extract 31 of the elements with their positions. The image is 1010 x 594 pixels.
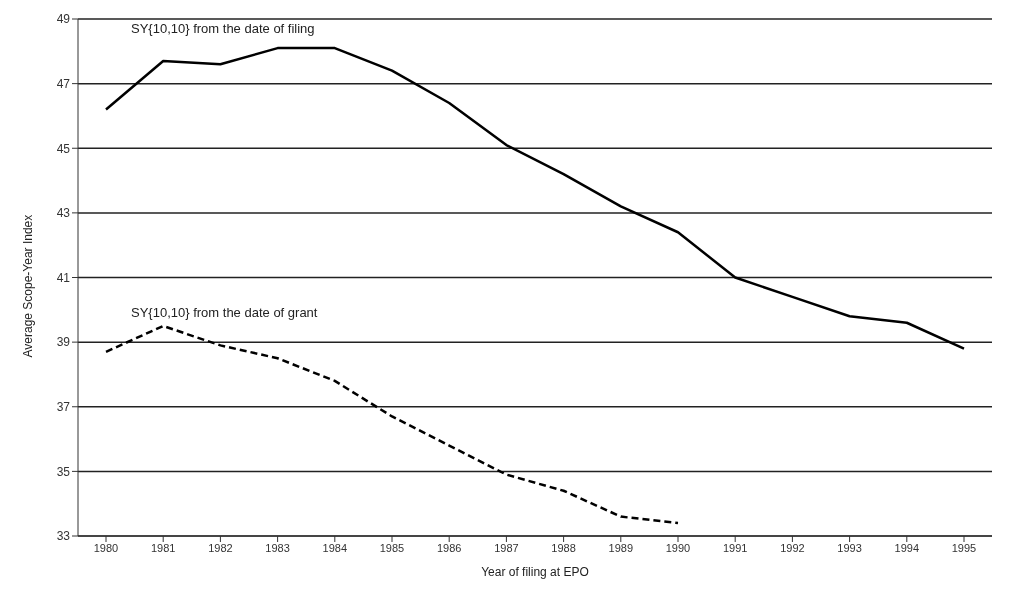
x-tick-label: 1992: [780, 541, 805, 554]
y-tick-label: 49: [56, 12, 71, 27]
y-tick-label: 45: [56, 141, 71, 156]
x-tick-label: 1985: [379, 541, 405, 554]
x-tick-label: 1995: [951, 541, 977, 554]
series-label: SY{10,10} from the date of grant: [131, 304, 318, 320]
y-tick-label: 41: [56, 270, 71, 285]
series-label: SY{10,10} from the date of filing: [131, 21, 315, 37]
x-tick-label: 1988: [551, 541, 576, 554]
x-tick-label: 1982: [208, 541, 233, 554]
x-tick-label: 1983: [265, 541, 290, 554]
y-tick-label: 33: [56, 529, 71, 544]
x-tick-label: 1981: [150, 541, 176, 554]
x-tick-label: 1991: [722, 541, 748, 554]
x-tick-label: 1987: [494, 541, 519, 554]
y-tick-label: 47: [56, 76, 71, 91]
x-tick-label: 1990: [665, 541, 691, 554]
x-tick-label: 1994: [894, 541, 920, 554]
line-series: [104, 324, 680, 525]
x-tick-label: 1986: [436, 541, 462, 554]
y-tick-label: 43: [56, 206, 71, 221]
y-tick-label: 39: [56, 335, 71, 350]
y-axis-title: Average Scope-Year Index: [21, 214, 36, 358]
x-axis-title: Year of filing at EPO: [481, 565, 589, 579]
x-tick-label: 1980: [93, 541, 119, 554]
x-tick-label: 1993: [837, 541, 862, 554]
line-series: [104, 46, 966, 350]
x-tick-label: 1984: [322, 541, 348, 554]
y-tick-label: 35: [56, 464, 71, 479]
x-tick-label: 1989: [608, 541, 634, 554]
y-tick-label: 37: [56, 400, 71, 415]
